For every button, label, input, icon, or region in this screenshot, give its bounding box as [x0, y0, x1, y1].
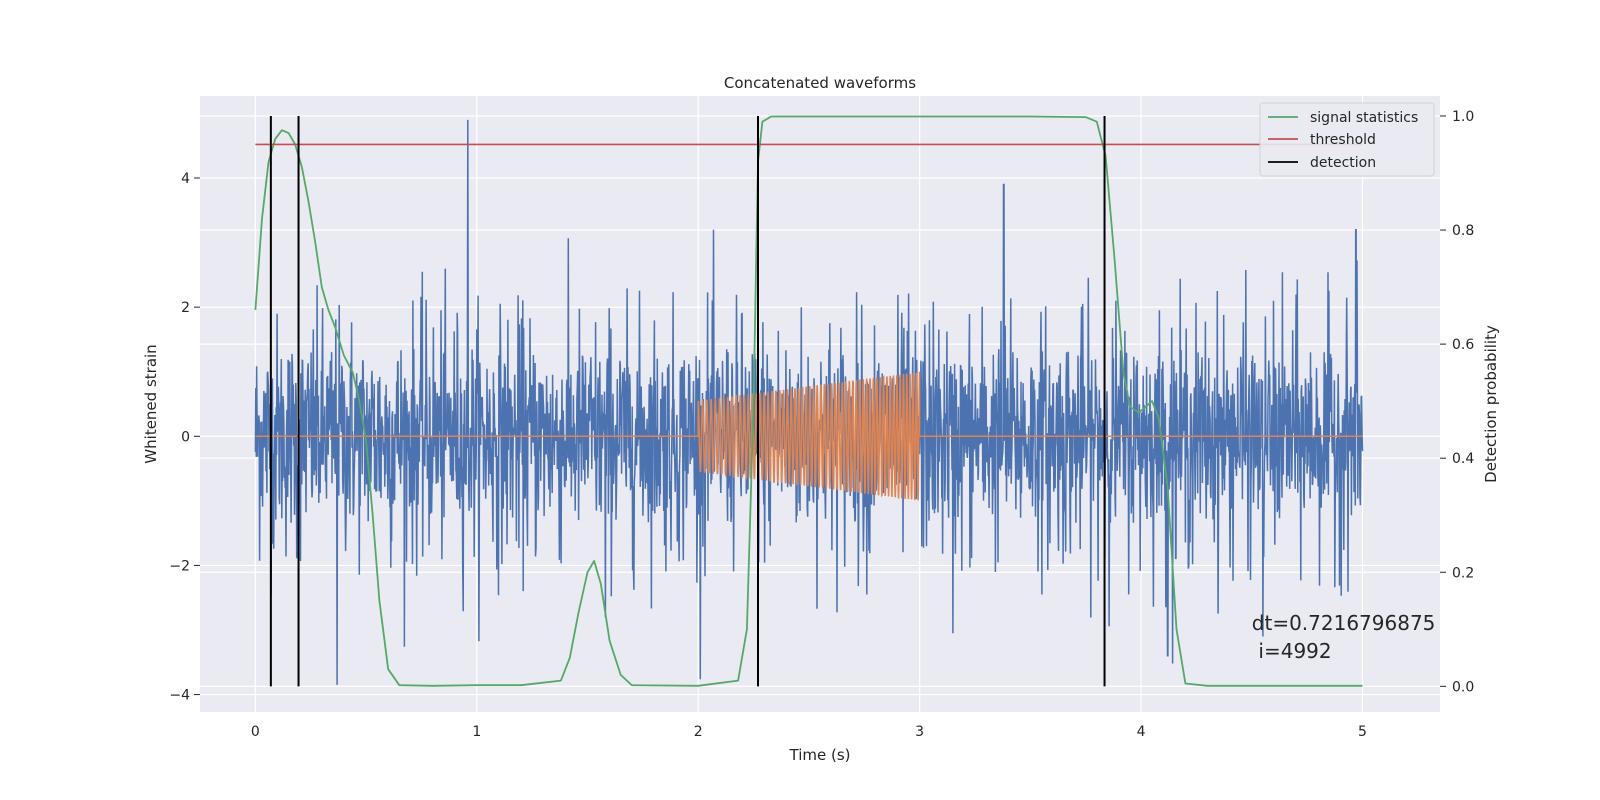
- injected-signal-trace: [255, 371, 1363, 501]
- legend-box: [1259, 102, 1435, 177]
- x-tick-label: 4: [1137, 724, 1146, 740]
- y2-tick-label: 1.0: [1452, 109, 1474, 125]
- y-ticks: −4 −2 0 2 4: [169, 171, 200, 704]
- x-ticks: 0 1 2 3 4 5: [251, 724, 1367, 740]
- y2-tick-label: 0.8: [1452, 223, 1474, 239]
- x-tick-label: 0: [251, 724, 260, 740]
- y2-tick-label: 0.4: [1452, 451, 1474, 467]
- legend-label-threshold: threshold: [1310, 132, 1376, 148]
- y-axis-label: Whitened strain: [142, 344, 160, 463]
- y2-tick-label: 0.0: [1452, 679, 1474, 695]
- x-tick-label: 5: [1358, 724, 1367, 740]
- statistics-group: [254, 115, 1363, 687]
- x-tick-label: 1: [472, 724, 481, 740]
- legend-label-detection: detection: [1310, 155, 1376, 171]
- y2-ticks: 0.0 0.2 0.4 0.6 0.8 1.0: [1440, 109, 1474, 695]
- chart-title: Concatenated waveforms: [724, 74, 916, 92]
- legend: signal statistics threshold detection: [1259, 102, 1435, 177]
- y2-axis-label: Detection probability: [1482, 325, 1500, 483]
- y-tick-label: 4: [181, 171, 190, 187]
- injected-signal-group: [255, 371, 1363, 501]
- annotation-index: i=4992: [1258, 639, 1331, 663]
- legend-label-statistics: signal statistics: [1310, 110, 1418, 126]
- signal-statistics-line: [254, 115, 1363, 687]
- x-axis-label: Time (s): [789, 746, 851, 764]
- y-tick-label: 2: [181, 300, 190, 316]
- y-tick-label: 0: [181, 429, 190, 445]
- annotation-dt: dt=0.7216796875: [1252, 611, 1436, 635]
- y2-tick-label: 0.2: [1452, 565, 1474, 581]
- y-tick-label: −4: [169, 688, 190, 704]
- y-tick-label: −2: [169, 558, 190, 574]
- x-tick-label: 2: [694, 724, 703, 740]
- y2-tick-label: 0.6: [1452, 337, 1474, 353]
- x-tick-label: 3: [915, 724, 924, 740]
